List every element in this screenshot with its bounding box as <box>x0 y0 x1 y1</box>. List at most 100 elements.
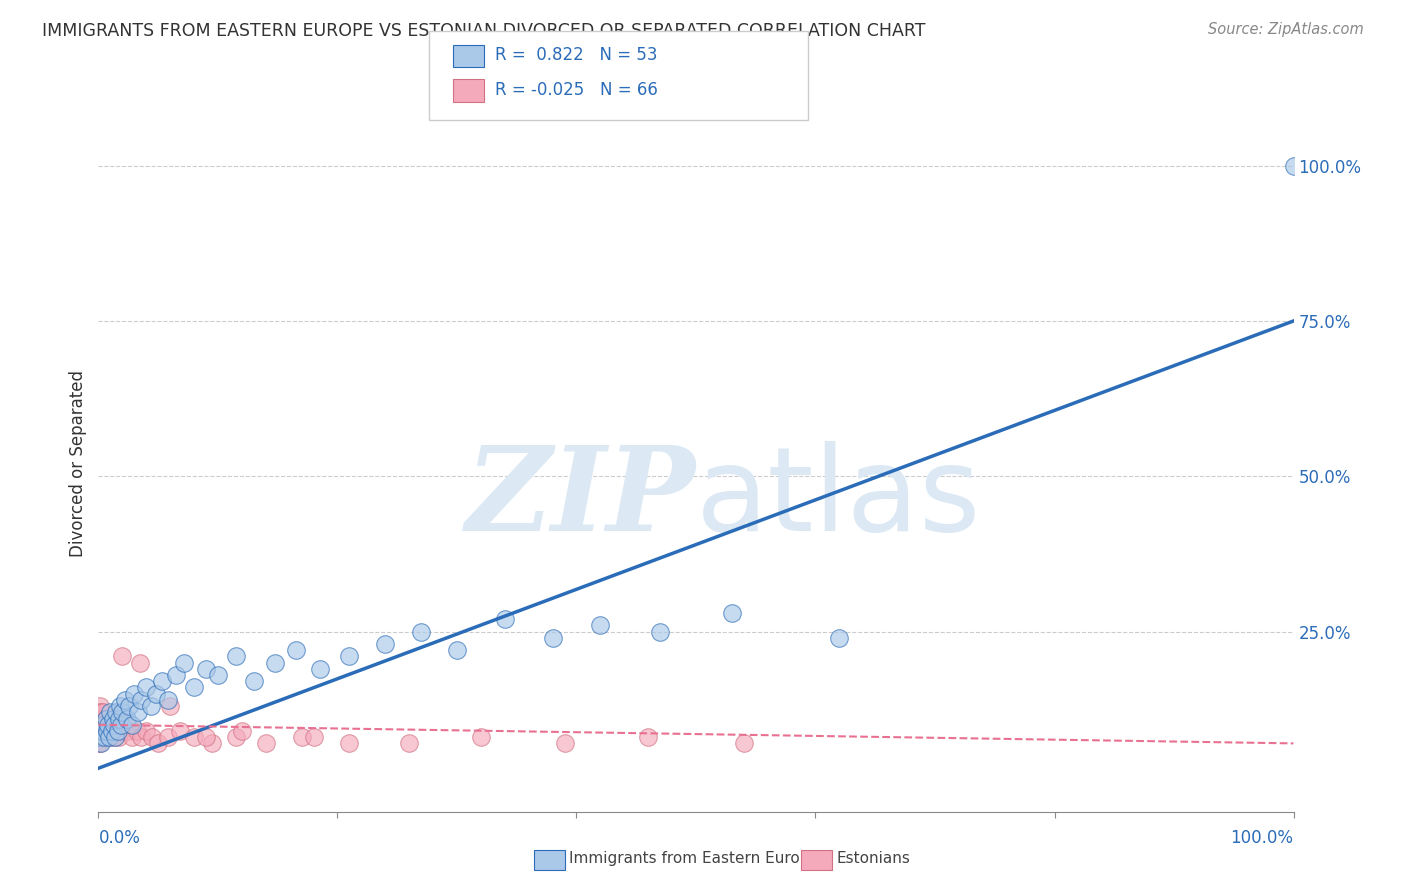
Point <box>93 730 115 744</box>
Point <box>183 730 205 744</box>
Point <box>89 730 111 744</box>
Point <box>398 736 420 750</box>
Point <box>93 717 115 731</box>
Point <box>89 699 111 714</box>
Point <box>90 736 112 750</box>
Point <box>101 712 124 726</box>
Point <box>87 712 110 726</box>
Point <box>339 649 360 664</box>
Point <box>124 687 146 701</box>
Point <box>96 730 118 744</box>
Point <box>89 717 111 731</box>
Point <box>110 717 132 731</box>
Point <box>103 730 125 744</box>
Point <box>117 723 139 738</box>
Point <box>94 712 117 726</box>
Point <box>225 730 247 744</box>
Point <box>93 730 115 744</box>
Point <box>100 723 122 738</box>
Point <box>97 717 120 731</box>
Point <box>201 736 224 750</box>
Point <box>231 723 253 738</box>
Text: R = -0.025   N = 66: R = -0.025 N = 66 <box>495 81 658 99</box>
Point <box>156 730 179 744</box>
Text: ZIP: ZIP <box>465 442 696 556</box>
Point <box>107 712 129 726</box>
Point <box>98 706 122 720</box>
Point <box>470 730 492 744</box>
Point <box>141 730 163 744</box>
Point <box>87 723 110 738</box>
Point <box>135 681 157 695</box>
Point <box>494 612 516 626</box>
Point <box>107 730 129 744</box>
Point <box>105 723 128 738</box>
Point <box>541 631 564 645</box>
Point <box>103 717 125 731</box>
Point <box>284 643 307 657</box>
Point <box>243 674 266 689</box>
Point <box>98 717 121 731</box>
Point <box>108 699 131 714</box>
Point <box>98 730 122 744</box>
Point <box>173 656 195 670</box>
Point <box>100 723 122 738</box>
Point <box>411 624 433 639</box>
Point <box>114 717 136 731</box>
Point <box>115 712 138 726</box>
Point <box>104 730 127 744</box>
Point <box>129 656 152 670</box>
Point <box>131 693 153 707</box>
Point <box>94 723 117 738</box>
Point <box>90 706 112 720</box>
Point <box>90 717 112 731</box>
Point <box>87 712 110 726</box>
Point <box>169 723 191 738</box>
Point <box>302 730 325 744</box>
Point <box>98 730 121 744</box>
Point <box>156 693 179 707</box>
Point <box>101 717 124 731</box>
Point <box>107 723 129 738</box>
Point <box>131 730 153 744</box>
Point <box>308 662 330 676</box>
Text: Source: ZipAtlas.com: Source: ZipAtlas.com <box>1208 22 1364 37</box>
Point <box>148 736 170 750</box>
Point <box>225 649 247 664</box>
Point <box>89 723 111 738</box>
Text: 100.0%: 100.0% <box>1230 829 1294 847</box>
Text: 0.0%: 0.0% <box>98 829 141 847</box>
Point <box>91 717 114 731</box>
Point <box>91 706 114 720</box>
Text: Immigrants from Eastern Europe: Immigrants from Eastern Europe <box>569 851 820 865</box>
Point <box>194 730 218 744</box>
Point <box>254 736 277 750</box>
Point <box>125 723 148 738</box>
Point <box>87 723 110 738</box>
Point <box>150 674 173 689</box>
Point <box>637 730 659 744</box>
Point <box>121 730 143 744</box>
Point <box>87 730 110 744</box>
Point <box>90 723 112 738</box>
Point <box>828 631 851 645</box>
Point <box>111 706 134 720</box>
Point <box>733 736 755 750</box>
Point <box>91 723 114 738</box>
Point <box>139 699 162 714</box>
Point <box>90 730 112 744</box>
Point <box>145 687 167 701</box>
Point <box>264 656 287 670</box>
Point <box>648 624 672 639</box>
Point <box>135 723 157 738</box>
Point <box>96 723 118 738</box>
Point <box>89 712 111 726</box>
Point <box>87 706 110 720</box>
Point <box>339 736 360 750</box>
Text: R =  0.822   N = 53: R = 0.822 N = 53 <box>495 46 658 64</box>
Point <box>207 668 229 682</box>
Point <box>114 693 136 707</box>
Point <box>87 717 110 731</box>
Point <box>159 699 181 714</box>
Point <box>91 730 114 744</box>
